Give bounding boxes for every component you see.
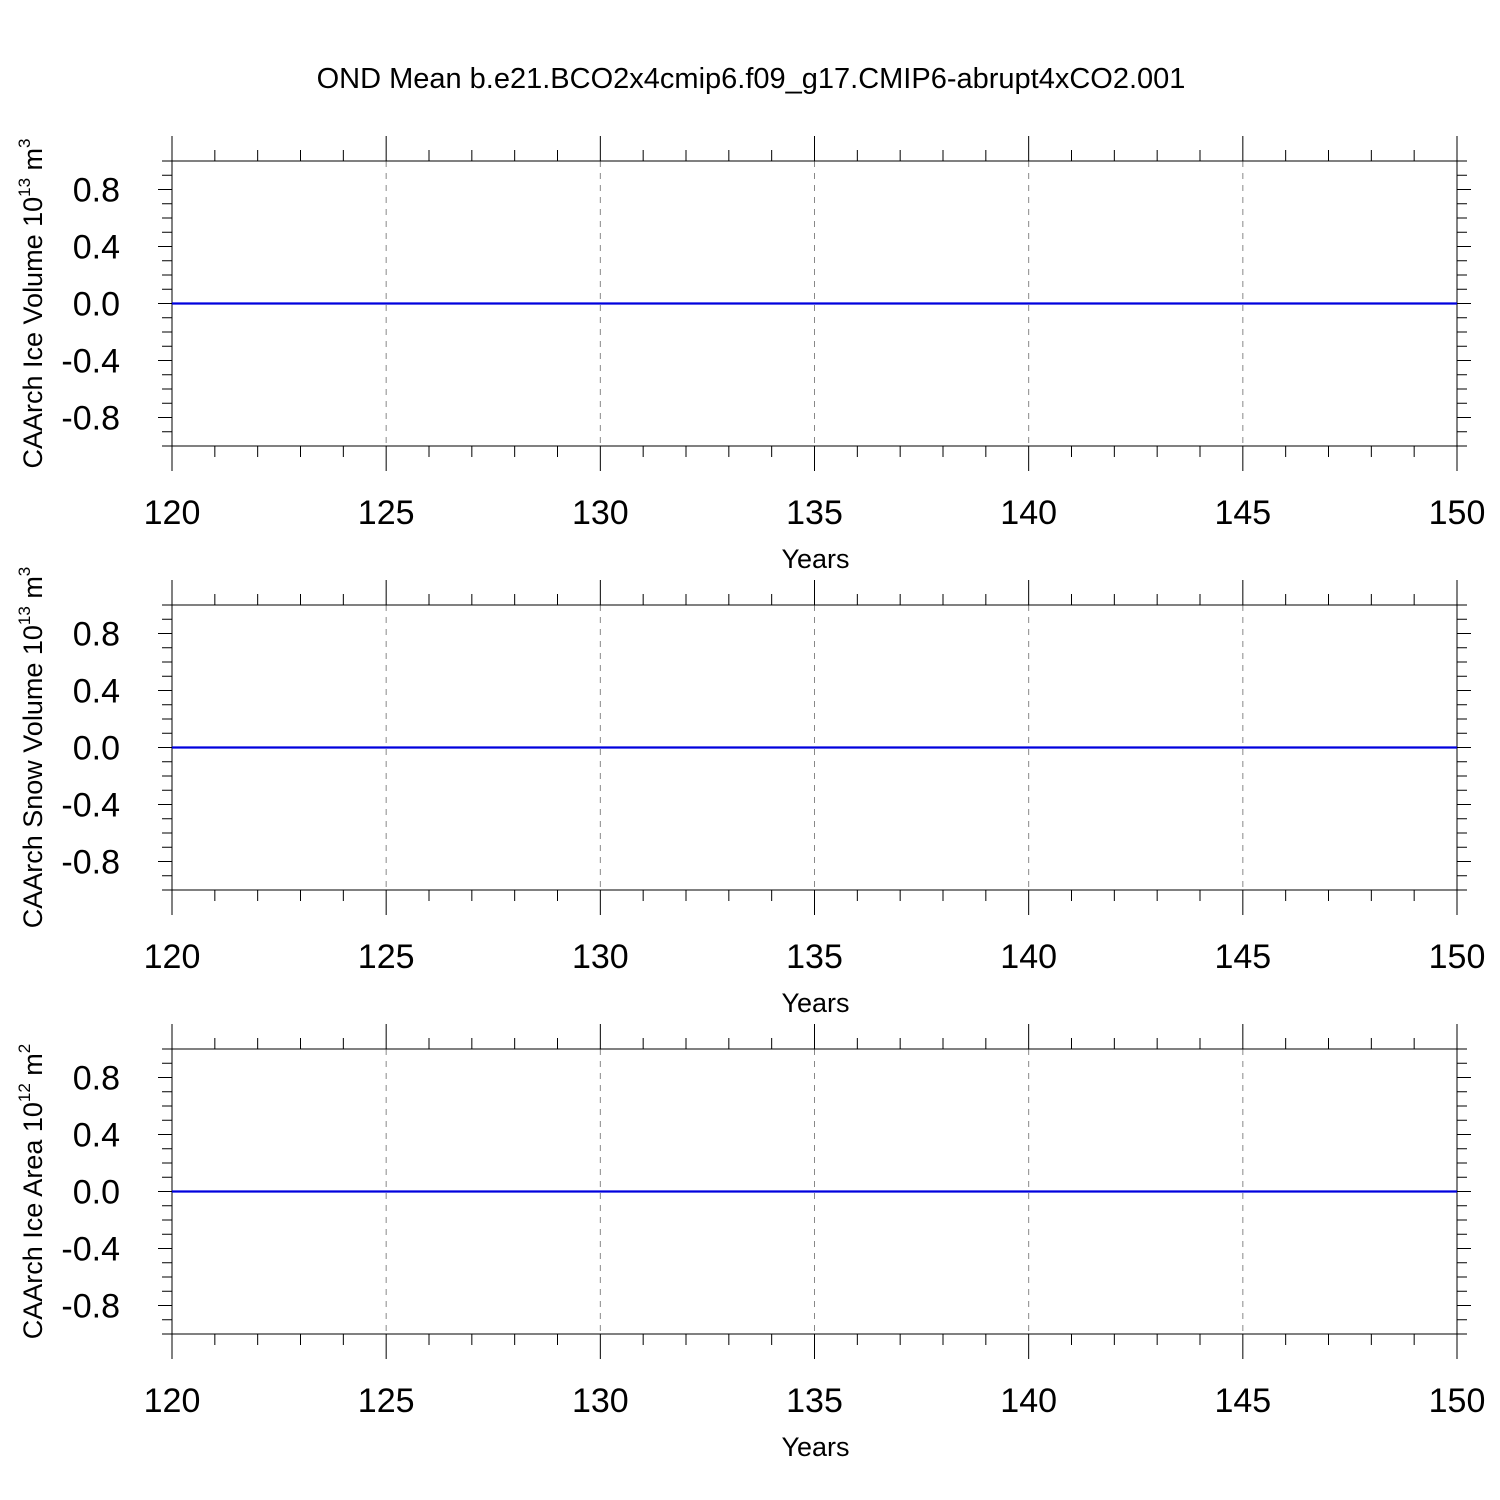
y-tick-label: 0.0: [73, 1174, 120, 1212]
x-tick-label: 150: [1429, 494, 1486, 532]
x-tick-label: 125: [358, 938, 415, 976]
x-tick-label: 130: [572, 1382, 629, 1420]
x-tick-label: 120: [144, 1382, 201, 1420]
x-tick-label: 130: [572, 938, 629, 976]
y-tick-label: 0.4: [73, 673, 120, 711]
x-tick-label: 125: [358, 1382, 415, 1420]
y-axis-title: CAArch Snow Volume 1013 m3: [15, 567, 48, 929]
y-axis-title-text: CAArch Ice Area 10: [18, 1102, 48, 1339]
y-axis-title-superscript: 13: [15, 178, 34, 197]
x-tick-label: 135: [786, 938, 843, 976]
x-tick-label: 145: [1214, 938, 1271, 976]
y-axis-title-text: m: [18, 1053, 48, 1083]
x-tick-label: 150: [1429, 1382, 1486, 1420]
y-tick-label: -0.8: [61, 844, 120, 882]
x-tick-label: 120: [144, 938, 201, 976]
x-axis-title: Years: [781, 544, 849, 574]
y-tick-label: -0.4: [61, 787, 120, 825]
chart-panel-1: 120 125 130 135 140 145 150 0.8 0.4 0.0 -0.4 -0.8 Ye…: [15, 136, 1485, 574]
x-tick-label: 135: [786, 1382, 843, 1420]
x-tick-label: 120: [144, 494, 201, 532]
y-axis-title: CAArch Ice Area 1012 m2: [15, 1044, 48, 1340]
x-tick-label: 150: [1429, 938, 1486, 976]
y-axis-title-superscript: 2: [15, 1044, 34, 1053]
x-axis-title: Years: [781, 1432, 849, 1462]
y-axis-title-superscript: 13: [15, 606, 34, 625]
y-tick-label: 0.8: [73, 172, 120, 210]
y-axis-title-superscript: 3: [15, 567, 34, 576]
x-tick-label: 130: [572, 494, 629, 532]
y-tick-label: 0.4: [73, 229, 120, 267]
y-tick-label: -0.8: [61, 400, 120, 438]
x-tick-label: 145: [1214, 494, 1271, 532]
y-tick-label: 0.8: [73, 616, 120, 654]
y-axis-title-superscript: 3: [15, 138, 34, 147]
x-tick-label: 140: [1000, 1382, 1057, 1420]
y-tick-label: 0.0: [73, 286, 120, 324]
y-tick-label: 0.8: [73, 1060, 120, 1098]
y-axis-title-text: m: [18, 576, 48, 606]
y-tick-label: -0.8: [61, 1288, 120, 1326]
y-axis-title-text: CAArch Snow Volume 10: [18, 625, 48, 928]
y-axis-title-superscript: 12: [15, 1083, 34, 1102]
x-tick-label: 140: [1000, 494, 1057, 532]
x-tick-label: 140: [1000, 938, 1057, 976]
y-tick-label: -0.4: [61, 343, 120, 381]
y-axis-title-text: CAArch Ice Volume 10: [18, 197, 48, 469]
x-tick-label: 145: [1214, 1382, 1271, 1420]
y-tick-label: 0.4: [73, 1117, 120, 1155]
y-tick-label: 0.0: [73, 730, 120, 768]
y-axis-title-text: m: [18, 148, 48, 178]
x-axis-title: Years: [781, 988, 849, 1018]
chart-title: OND Mean b.e21.BCO2x4cmip6.f09_g17.CMIP6…: [317, 63, 1186, 95]
chart-panel-2: 120 125 130 135 140 145 150 0.8 0.4 0.0 -0.4 -0.8 Ye…: [15, 567, 1485, 1018]
y-axis-title: CAArch Ice Volume 1013 m3: [15, 138, 48, 468]
x-tick-label: 125: [358, 494, 415, 532]
chart-panel-3: 120 125 130 135 140 145 150 0.8 0.4 0.0 -0.4 -0.8 Ye…: [15, 1024, 1485, 1462]
y-tick-label: -0.4: [61, 1231, 120, 1269]
x-tick-label: 135: [786, 494, 843, 532]
